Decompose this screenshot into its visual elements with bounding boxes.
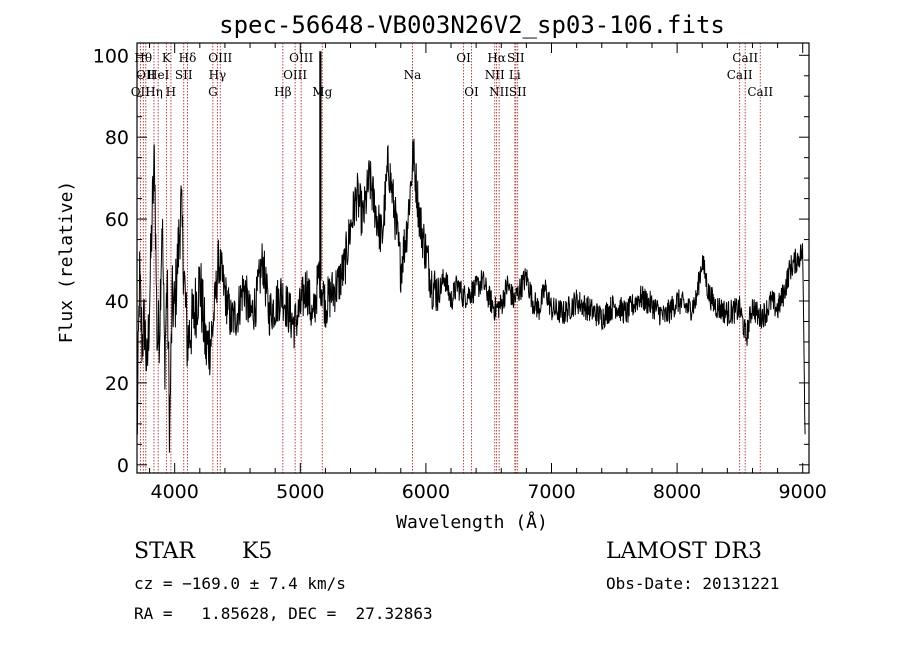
line-marker-label: OIII bbox=[283, 68, 307, 82]
x-axis: 4000 5000 6000 7000 8000 9000 bbox=[149, 43, 827, 503]
line-marker-label: SII bbox=[507, 51, 525, 65]
line-marker-label: OIII bbox=[208, 51, 232, 65]
line-marker-label: OII bbox=[131, 85, 151, 99]
spectrum-series bbox=[136, 51, 806, 453]
line-marker-label: CaII bbox=[732, 51, 758, 65]
line-marker-label: CaII bbox=[747, 85, 773, 99]
line-marker-label: OIII bbox=[289, 51, 313, 65]
y-axis-label: Flux (relative) bbox=[56, 181, 77, 344]
object-subclass: K5 bbox=[242, 539, 273, 564]
line-marker-label: H bbox=[166, 85, 176, 99]
line-marker-label: Hθ bbox=[134, 51, 152, 65]
obs-date: Obs-Date: 20131221 bbox=[606, 574, 780, 593]
line-markers bbox=[139, 43, 761, 473]
line-marker-label: Hη bbox=[145, 85, 163, 99]
line-marker-label: NII bbox=[489, 85, 509, 99]
ra-dec: RA = 1.85628, DEC = 27.32863 bbox=[134, 604, 433, 623]
line-marker-label: OI bbox=[456, 51, 471, 65]
x-tick-label: 4000 bbox=[151, 481, 199, 503]
x-tick-label: 9000 bbox=[779, 481, 827, 503]
line-marker-label: G bbox=[208, 85, 218, 99]
y-tick-label: 40 bbox=[105, 291, 129, 313]
redshift-velocity: cz = −169.0 ± 7.4 km/s bbox=[134, 574, 346, 593]
x-tick-label: 7000 bbox=[527, 481, 575, 503]
line-marker-label: OI bbox=[464, 85, 479, 99]
line-marker-label: CaII bbox=[727, 68, 753, 82]
y-tick-label: 20 bbox=[105, 373, 129, 395]
line-marker-label: Hα bbox=[487, 51, 506, 65]
line-marker-label: Mg bbox=[312, 85, 332, 99]
line-marker-label: NII bbox=[485, 68, 505, 82]
line-marker-label: SII bbox=[509, 85, 527, 99]
line-marker-label: Hβ bbox=[274, 85, 291, 99]
line-marker-label: OII bbox=[136, 68, 156, 82]
y-axis: 0 20 40 60 80 100 bbox=[93, 45, 809, 477]
spectrum-line bbox=[136, 138, 806, 453]
object-class: STAR bbox=[134, 539, 195, 564]
x-tick-label: 5000 bbox=[276, 481, 324, 503]
chart-title: spec-56648-VB003N26V2_sp03-106.fits bbox=[219, 11, 725, 39]
line-marker-label: HeI bbox=[147, 68, 170, 82]
x-tick-label: 6000 bbox=[402, 481, 450, 503]
line-marker-labels: OIIHθOIIHηHeIKHSIIHδGHγOIIIHβOIIIOIIIMgN… bbox=[131, 51, 774, 99]
line-marker-label: K bbox=[162, 51, 172, 65]
y-tick-label: 100 bbox=[93, 45, 129, 67]
line-marker-label: Na bbox=[404, 68, 422, 82]
y-tick-label: 0 bbox=[117, 455, 129, 477]
y-tick-label: 60 bbox=[105, 209, 129, 231]
survey-name: LAMOST DR3 bbox=[606, 539, 762, 564]
line-marker-label: Hγ bbox=[209, 68, 227, 82]
x-tick-label: 8000 bbox=[653, 481, 701, 503]
y-tick-label: 80 bbox=[105, 127, 129, 149]
x-axis-label: Wavelength (Å) bbox=[396, 511, 548, 533]
plot-frame bbox=[136, 42, 810, 474]
line-marker-label: SII bbox=[175, 68, 193, 82]
line-marker-label: Li bbox=[509, 68, 521, 82]
line-marker-label: Hδ bbox=[179, 51, 197, 65]
